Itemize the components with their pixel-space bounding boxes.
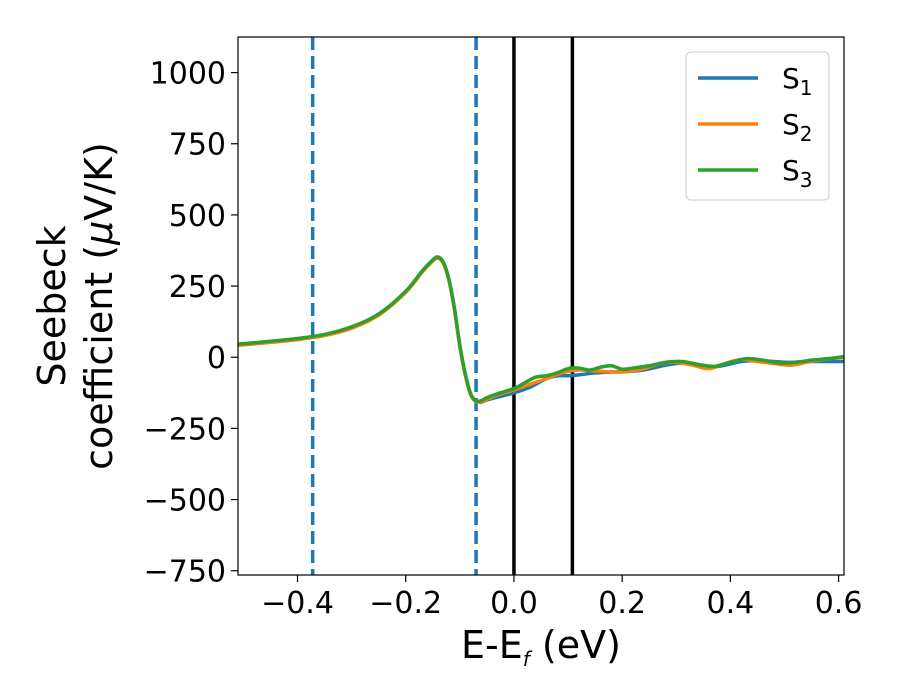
x-tick-label: 0.2 — [598, 586, 646, 621]
x-tick-label: 0.6 — [815, 586, 863, 621]
x-tick-label: −0.2 — [369, 586, 442, 621]
series-lines — [238, 255, 844, 405]
y-axis-title: Seebeck coefficient (μV/K) — [30, 142, 121, 470]
legend-label-s1: S1 — [782, 62, 813, 100]
x-tick-label: 0.0 — [490, 586, 538, 621]
legend-label-s3: S3 — [782, 154, 813, 192]
y-tick-label: 250 — [169, 270, 226, 305]
legend-label-s2: S2 — [782, 108, 813, 146]
series-line-s3 — [238, 255, 844, 404]
y-tick-label: 500 — [169, 199, 226, 234]
x-tick-label: 0.4 — [707, 586, 755, 621]
series-line-s2 — [238, 256, 844, 405]
y-axis-title-line1: Seebeck — [30, 225, 74, 386]
reference-lines — [310, 37, 575, 575]
x-axis-ticks: −0.4 −0.2 0.0 0.2 0.4 0.6 — [261, 575, 862, 621]
y-tick-label: 1000 — [150, 57, 226, 92]
y-tick-label: 0 — [207, 341, 226, 376]
x-tick-label: −0.4 — [261, 586, 334, 621]
y-tick-label: −750 — [144, 555, 226, 590]
y-axis-title-line2: coefficient (μV/K) — [77, 142, 121, 470]
plot-frame — [237, 36, 845, 576]
y-tick-label: −500 — [144, 484, 226, 519]
y-axis-ticks: −750 −500 −250 0 250 500 750 1000 — [144, 57, 238, 590]
x-axis-title: E-Ef (eV) — [461, 623, 621, 671]
y-tick-label: 750 — [169, 128, 226, 163]
legend-box — [685, 51, 830, 201]
y-tick-label: −250 — [144, 412, 226, 447]
legend: S1 S2 S3 — [685, 51, 830, 201]
